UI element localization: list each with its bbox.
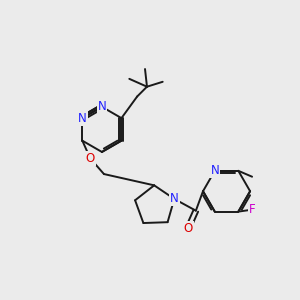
Text: N: N	[78, 112, 87, 124]
Text: N: N	[78, 112, 87, 124]
Text: O: O	[183, 222, 193, 235]
Text: N: N	[170, 192, 179, 206]
Text: N: N	[98, 100, 106, 113]
Text: O: O	[85, 152, 95, 165]
Text: N: N	[210, 164, 219, 177]
Text: F: F	[249, 203, 255, 216]
Text: F: F	[249, 203, 255, 216]
Text: O: O	[183, 222, 193, 235]
Text: O: O	[85, 152, 95, 165]
Text: N: N	[210, 164, 219, 177]
Text: N: N	[170, 192, 179, 206]
Text: N: N	[98, 100, 106, 113]
